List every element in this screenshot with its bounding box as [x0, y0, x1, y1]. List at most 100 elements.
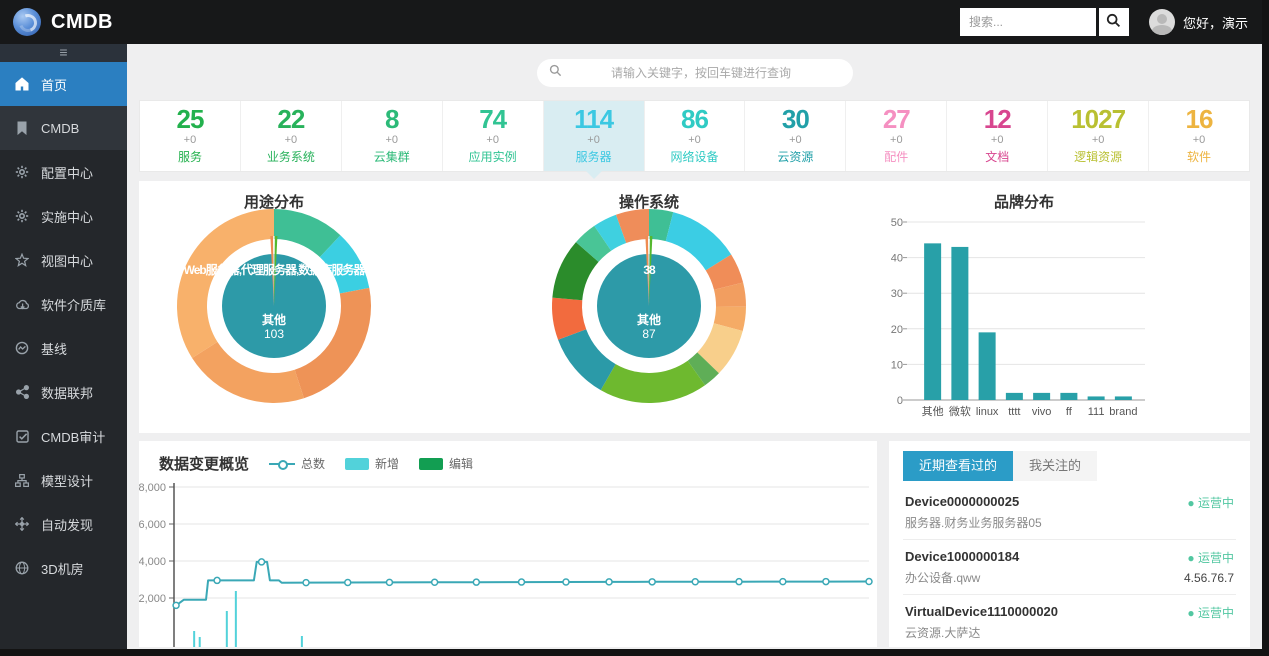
- sidebar-item-视图中心[interactable]: 视图中心: [0, 238, 127, 282]
- stat-value: 1027: [1071, 104, 1126, 134]
- device-status-col: ● 运营中: [1187, 604, 1234, 641]
- svg-text:6,000: 6,000: [139, 519, 166, 531]
- share-icon: [14, 384, 30, 400]
- device-name: Device0000000025: [905, 494, 1020, 509]
- sidebar-item-3D机房[interactable]: 3D机房: [0, 546, 127, 590]
- status-badge: ● 运营中: [1187, 551, 1234, 565]
- stat-card-逻辑资源[interactable]: 1027 +0 逻辑资源: [1048, 101, 1150, 171]
- svg-text:30: 30: [891, 288, 903, 300]
- stat-card-服务器[interactable]: 114 +0 服务器: [543, 101, 645, 179]
- status-badge: ● 运营中: [1187, 496, 1234, 510]
- model-icon: [14, 472, 30, 488]
- svg-text:其他: 其他: [262, 312, 286, 327]
- sidebar: ≡ 首页 CMDB 配置中心实施中心视图中心 软件介质库基线数据联邦 CMDB审计模型设…: [0, 44, 127, 649]
- svg-text:50: 50: [891, 217, 903, 229]
- rect-legend-icon: [345, 457, 370, 470]
- svg-text:103: 103: [264, 327, 284, 341]
- recent-panel: 近期查看过的 我关注的 Device0000000025 服务器.财务业务服务器0…: [889, 441, 1250, 647]
- bookmark-icon: [14, 120, 30, 136]
- stat-card-应用实例[interactable]: 74 +0 应用实例: [443, 101, 544, 171]
- svg-text:其他: 其他: [637, 312, 661, 327]
- app-logo[interactable]: CMDB: [0, 8, 113, 36]
- stat-value: 86: [681, 104, 709, 134]
- svg-text:8,000: 8,000: [139, 482, 166, 494]
- device-desc: 服务器.财务业务服务器05: [905, 516, 1042, 530]
- stat-value: 30: [781, 104, 810, 134]
- sidebar-item-基线[interactable]: 基线: [0, 326, 127, 370]
- device-name: Device1000000184: [905, 549, 1020, 564]
- stat-card-软件[interactable]: 16 +0 软件: [1149, 101, 1249, 171]
- tab-recently-viewed[interactable]: 近期查看过的: [903, 451, 1014, 481]
- stat-card-配件[interactable]: 27 +0 配件: [846, 101, 948, 171]
- svg-text:brand: brand: [1109, 406, 1137, 418]
- change-overview-header: 数据变更概览 总数 新增 编辑: [139, 441, 877, 474]
- tab-my-followed[interactable]: 我关注的: [1013, 451, 1098, 481]
- device-row[interactable]: VirtualDevice1110000020 云资源.大萨达 ● 运营中: [903, 595, 1236, 647]
- sidebar-item-模型设计[interactable]: 模型设计: [0, 458, 127, 502]
- legend-edit[interactable]: 编辑: [419, 455, 473, 472]
- stat-label: 云集群: [373, 150, 410, 164]
- line-circle-legend-icon: [269, 459, 296, 470]
- recent-tabs: 近期查看过的 我关注的: [903, 451, 1236, 481]
- stat-label: 应用实例: [468, 150, 517, 164]
- gear-icon: [14, 164, 30, 180]
- device-ip: 4.56.76.7: [1183, 571, 1234, 585]
- sidebar-item-label: 基线: [41, 341, 68, 357]
- user-menu[interactable]: 您好，演示: [1148, 9, 1248, 35]
- sidebar-item-CMDB审计[interactable]: CMDB审计: [0, 414, 127, 458]
- stat-card-文档[interactable]: 12 +0 文档: [947, 101, 1049, 171]
- legend-total[interactable]: 总数: [269, 455, 325, 472]
- device-row[interactable]: Device0000000025 服务器.财务业务服务器05 ● 运营中: [903, 485, 1236, 540]
- avatar: [1148, 9, 1175, 35]
- sidebar-item-首页[interactable]: 首页: [0, 62, 127, 106]
- svg-text:38: 38: [643, 263, 656, 277]
- bottom-row: 数据变更概览 总数 新增 编辑 2,000 4,000 6,000 8,000: [139, 441, 1250, 647]
- stat-label: 逻辑资源: [1074, 150, 1123, 164]
- brand-bar-chart: 0 10 20 30 40 50 其他 微软 linux tttt vivo ff 111 brand: [891, 217, 1145, 418]
- sidebar-item-label: 首页: [41, 77, 68, 93]
- stat-delta: +0: [1091, 134, 1105, 146]
- stat-card-云资源[interactable]: 30 +0 云资源: [745, 101, 847, 171]
- stat-card-服务[interactable]: 25 +0 服务: [140, 101, 241, 171]
- sidebar-item-软件介质库[interactable]: 软件介质库: [0, 282, 127, 326]
- stat-label: 软件: [1187, 150, 1212, 164]
- stat-delta: +0: [183, 134, 197, 146]
- cloud-download-icon: [14, 296, 30, 312]
- sidebar-item-CMDB[interactable]: CMDB: [0, 106, 127, 150]
- home-icon: [14, 76, 30, 92]
- stat-delta: +0: [890, 134, 903, 146]
- stat-label: 文档: [985, 150, 1010, 164]
- svg-text:40: 40: [891, 253, 903, 265]
- sidebar-item-配置中心[interactable]: 配置中心: [0, 150, 127, 194]
- sidebar-collapse-toggle[interactable]: ≡: [0, 44, 127, 62]
- device-info: VirtualDevice1110000020 云资源.大萨达: [905, 604, 1058, 641]
- sidebar-item-label: 自动发现: [41, 517, 94, 533]
- topbar-search-input[interactable]: [959, 8, 1096, 36]
- main-content: 25+0服务22+0业务系统8+0云集群74+0应用实例114+0服务器86+0…: [127, 44, 1262, 649]
- device-desc: 云资源.大萨达: [905, 626, 981, 640]
- stat-label: 服务: [177, 150, 202, 164]
- sidebar-item-label: 实施中心: [41, 209, 94, 225]
- topbar-right: 您好，演示: [959, 8, 1262, 36]
- svg-text:vivo: vivo: [1032, 406, 1052, 418]
- chart-title-usage: 用途分布: [243, 194, 304, 211]
- sidebar-item-实施中心[interactable]: 实施中心: [0, 194, 127, 238]
- stat-delta: +0: [284, 134, 298, 146]
- chart-title-os: 操作系统: [618, 194, 679, 211]
- topbar-search-button[interactable]: [1098, 8, 1129, 36]
- legend-new[interactable]: 新增: [345, 455, 399, 472]
- stat-card-网络设备[interactable]: 86 +0 网络设备: [645, 101, 746, 171]
- sidebar-item-自动发现[interactable]: 自动发现: [0, 502, 127, 546]
- sidebar-item-label: 模型设计: [41, 473, 94, 489]
- stat-card-业务系统[interactable]: 22 +0 业务系统: [241, 101, 342, 171]
- device-info: Device0000000025 服务器.财务业务服务器05: [905, 494, 1042, 531]
- global-search-input[interactable]: [561, 65, 841, 81]
- device-row[interactable]: Device1000000184 办公设备.qww ● 运营中 4.56.76.7: [903, 540, 1236, 595]
- baseline-icon: [14, 340, 30, 356]
- sidebar-item-数据联邦[interactable]: 数据联邦: [0, 370, 127, 414]
- svg-text:微软: 微软: [949, 404, 971, 418]
- gear-icon: [14, 208, 30, 224]
- stat-card-云集群[interactable]: 8 +0 云集群: [342, 101, 443, 171]
